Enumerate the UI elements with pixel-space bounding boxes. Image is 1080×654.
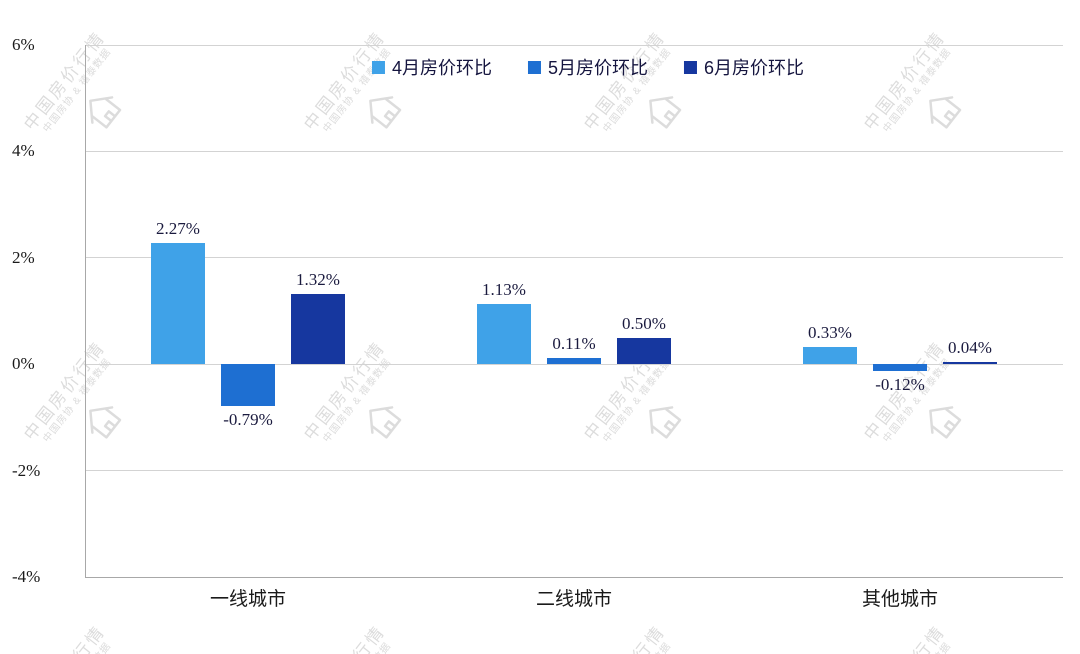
bar-4月房价环比-一线城市 [151, 243, 205, 365]
value-label: -0.79% [223, 410, 273, 430]
y-axis-tick-label: 2% [12, 247, 35, 267]
gridline [85, 150, 1063, 152]
bar-4月房价环比-其他城市 [803, 346, 857, 365]
value-label: 0.33% [808, 322, 852, 342]
y-axis-tick-label: 4% [12, 141, 35, 161]
y-axis-tick-label: -2% [12, 460, 41, 480]
bar-6月房价环比-其他城市 [943, 362, 997, 365]
gridline [85, 576, 1063, 578]
value-label: 0.11% [552, 334, 596, 354]
legend-item: 6月房价环比 [684, 54, 804, 80]
value-label: 0.04% [948, 338, 992, 358]
bar-4月房价环比-二线城市 [477, 304, 531, 365]
y-axis-tick-label: 6% [12, 35, 35, 54]
bar-5月房价环比-二线城市 [547, 358, 601, 365]
value-label: 1.32% [296, 269, 340, 289]
legend-label: 6月房价环比 [704, 58, 805, 78]
value-label: 0.50% [622, 313, 666, 333]
y-axis-tick-label: 0% [12, 354, 35, 374]
value-label: 2.27% [156, 219, 200, 239]
legend-swatch-icon [527, 60, 541, 74]
legend-swatch-icon [684, 60, 698, 74]
bar-6月房价环比-一线城市 [291, 293, 345, 365]
y-axis-tick-label: -4% [12, 567, 41, 586]
bar-5月房价环比-其他城市 [873, 364, 927, 371]
bar-6月房价环比-二线城市 [617, 337, 671, 365]
gridline [85, 257, 1063, 259]
y-axis-line [85, 45, 86, 577]
legend-label: 5月房价环比 [547, 58, 649, 78]
legend-item: 5月房价环比 [527, 54, 649, 80]
bar-5月房价环比-一线城市 [221, 364, 275, 407]
chart-legend: 4月房价环比 5月房价环比 6月房价环比 [371, 54, 804, 80]
gridline [85, 470, 1063, 472]
gridline [85, 44, 1063, 46]
x-axis-category-label: 其他城市 [861, 589, 938, 610]
gridline [85, 363, 1063, 365]
legend-swatch-icon [371, 60, 385, 74]
legend-item: 4月房价环比 [371, 54, 492, 80]
value-label: 1.13% [482, 280, 526, 300]
x-axis-category-label: 二线城市 [535, 589, 612, 610]
x-axis-category-label: 一线城市 [209, 589, 286, 610]
value-label: -0.12% [875, 374, 925, 394]
legend-label: 4月房价环比 [391, 58, 492, 78]
